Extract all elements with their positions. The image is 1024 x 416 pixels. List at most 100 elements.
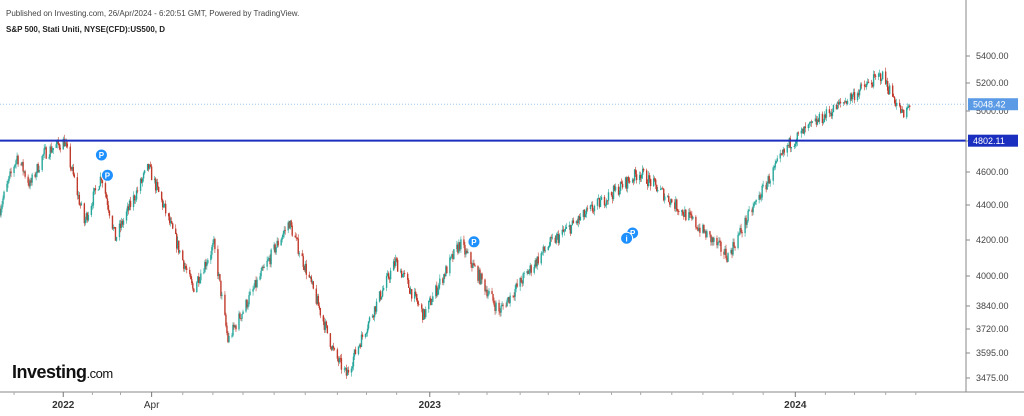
candle-body — [592, 210, 595, 212]
candle — [92, 187, 95, 209]
candle-body — [196, 282, 198, 293]
candle — [226, 322, 228, 336]
candle-body — [484, 279, 486, 292]
candle — [337, 356, 340, 367]
candle-body — [372, 315, 375, 318]
candle-body — [896, 102, 898, 106]
candle — [361, 332, 364, 340]
candle — [163, 203, 166, 208]
candle — [86, 211, 89, 223]
candle-body — [884, 71, 887, 84]
candle-body — [472, 263, 474, 268]
candle-body — [106, 198, 109, 206]
candle-body — [611, 195, 614, 200]
candle — [829, 111, 832, 117]
candle-body — [646, 183, 649, 186]
candle — [822, 118, 825, 125]
candle-body — [831, 112, 834, 117]
candle-body — [51, 150, 53, 153]
candle-body — [22, 161, 24, 172]
candle-body — [277, 240, 279, 246]
candle — [828, 105, 831, 118]
candle — [751, 207, 753, 217]
candle-body — [512, 295, 514, 297]
candle-body — [317, 296, 320, 306]
candle — [865, 81, 868, 90]
candle — [590, 201, 593, 207]
candle — [487, 289, 489, 300]
candle — [177, 236, 179, 250]
candle — [240, 318, 242, 321]
candle-body — [344, 367, 347, 369]
candle — [393, 257, 396, 269]
candle-body — [633, 169, 636, 181]
candle-body — [906, 107, 908, 118]
candle — [600, 194, 603, 201]
candle — [283, 226, 285, 238]
candle-body — [97, 189, 100, 191]
event-marker: P — [94, 148, 108, 162]
candle — [207, 258, 209, 265]
time-tick-label: 2022 — [52, 400, 75, 411]
candle — [765, 181, 767, 193]
candle-body — [900, 105, 902, 113]
candle-body — [442, 278, 444, 283]
candle-body — [879, 73, 882, 82]
candle-body — [235, 325, 237, 330]
candle — [254, 279, 256, 288]
candle — [105, 191, 108, 199]
candle — [27, 174, 29, 186]
candle-body — [535, 260, 537, 267]
candle-body — [843, 102, 846, 104]
candle-body — [618, 190, 621, 195]
candle — [392, 258, 395, 271]
candle — [62, 136, 64, 150]
candle — [0, 205, 2, 218]
candle-body — [380, 296, 383, 300]
candle — [220, 280, 222, 299]
candle — [191, 276, 193, 286]
candle — [345, 364, 348, 379]
candle-body — [375, 301, 378, 312]
candle — [199, 276, 201, 285]
candle-body — [211, 247, 213, 255]
candle — [692, 216, 694, 221]
price-tick-label: 5400.00 — [976, 51, 1009, 61]
candle-body — [908, 105, 910, 107]
candle-body — [213, 239, 215, 244]
candle-body — [56, 140, 58, 145]
candle-body — [27, 176, 29, 183]
candle — [535, 258, 537, 269]
candle — [880, 78, 883, 84]
candle — [562, 226, 565, 233]
candle-body — [133, 195, 136, 201]
candle-body — [255, 280, 257, 288]
candle-body — [221, 294, 223, 296]
candle — [129, 196, 132, 211]
candle-body — [824, 114, 827, 118]
candle — [16, 152, 18, 165]
candle — [858, 89, 861, 99]
candle-body — [185, 266, 187, 269]
candle — [836, 101, 839, 110]
candle-body — [182, 250, 184, 261]
candle — [206, 259, 208, 270]
candle — [2, 195, 4, 208]
candle-body — [776, 158, 778, 162]
candle-body — [162, 204, 165, 208]
candle — [655, 178, 657, 190]
candle-body — [789, 138, 791, 149]
candle-body — [10, 171, 12, 174]
candle — [597, 194, 600, 200]
candle — [465, 248, 467, 258]
candle — [507, 296, 509, 303]
candle — [197, 275, 199, 283]
candle-body — [52, 147, 54, 151]
candle-body — [604, 205, 607, 206]
candle — [800, 127, 803, 138]
candle — [521, 280, 523, 287]
candle-body — [846, 100, 849, 105]
candle-body — [392, 261, 395, 271]
candle-body — [267, 259, 269, 261]
candle-body — [127, 206, 130, 211]
